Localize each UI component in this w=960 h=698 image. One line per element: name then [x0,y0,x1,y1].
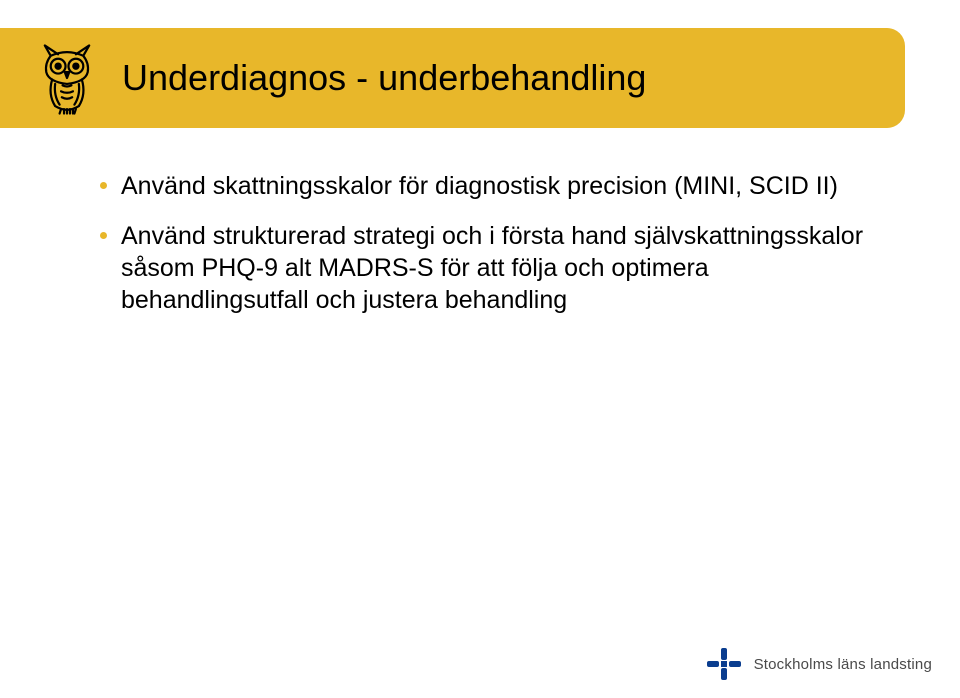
content-area: Använd skattningsskalor för diagnostisk … [100,170,880,334]
title-band: Underdiagnos - underbehandling [0,28,905,128]
list-item: Använd strukturerad strategi och i först… [100,220,880,316]
sll-logo-icon [704,646,744,682]
owl-icon [30,41,104,115]
bullet-icon [100,232,107,239]
footer-organization: Stockholms läns landsting [754,656,932,673]
bullet-text: Använd strukturerad strategi och i först… [121,220,880,316]
page-title: Underdiagnos - underbehandling [122,57,646,99]
bullet-text: Använd skattningsskalor för diagnostisk … [121,170,838,202]
bullet-icon [100,182,107,189]
footer: Stockholms läns landsting [704,646,932,682]
list-item: Använd skattningsskalor för diagnostisk … [100,170,880,202]
